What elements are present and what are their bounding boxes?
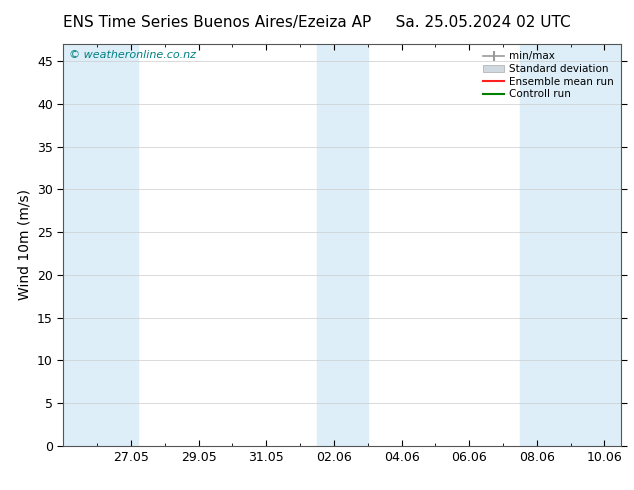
Y-axis label: Wind 10m (m/s): Wind 10m (m/s) (18, 190, 32, 300)
Bar (520, 44, 621, 446)
Text: © weatheronline.co.nz: © weatheronline.co.nz (69, 50, 196, 60)
Bar (63, 44, 138, 446)
Legend: min/max, Standard deviation, Ensemble mean run, Controll run: min/max, Standard deviation, Ensemble me… (481, 49, 616, 101)
Text: ENS Time Series Buenos Aires/Ezeiza AP     Sa. 25.05.2024 02 UTC: ENS Time Series Buenos Aires/Ezeiza AP S… (63, 15, 571, 30)
Bar (317, 44, 368, 446)
